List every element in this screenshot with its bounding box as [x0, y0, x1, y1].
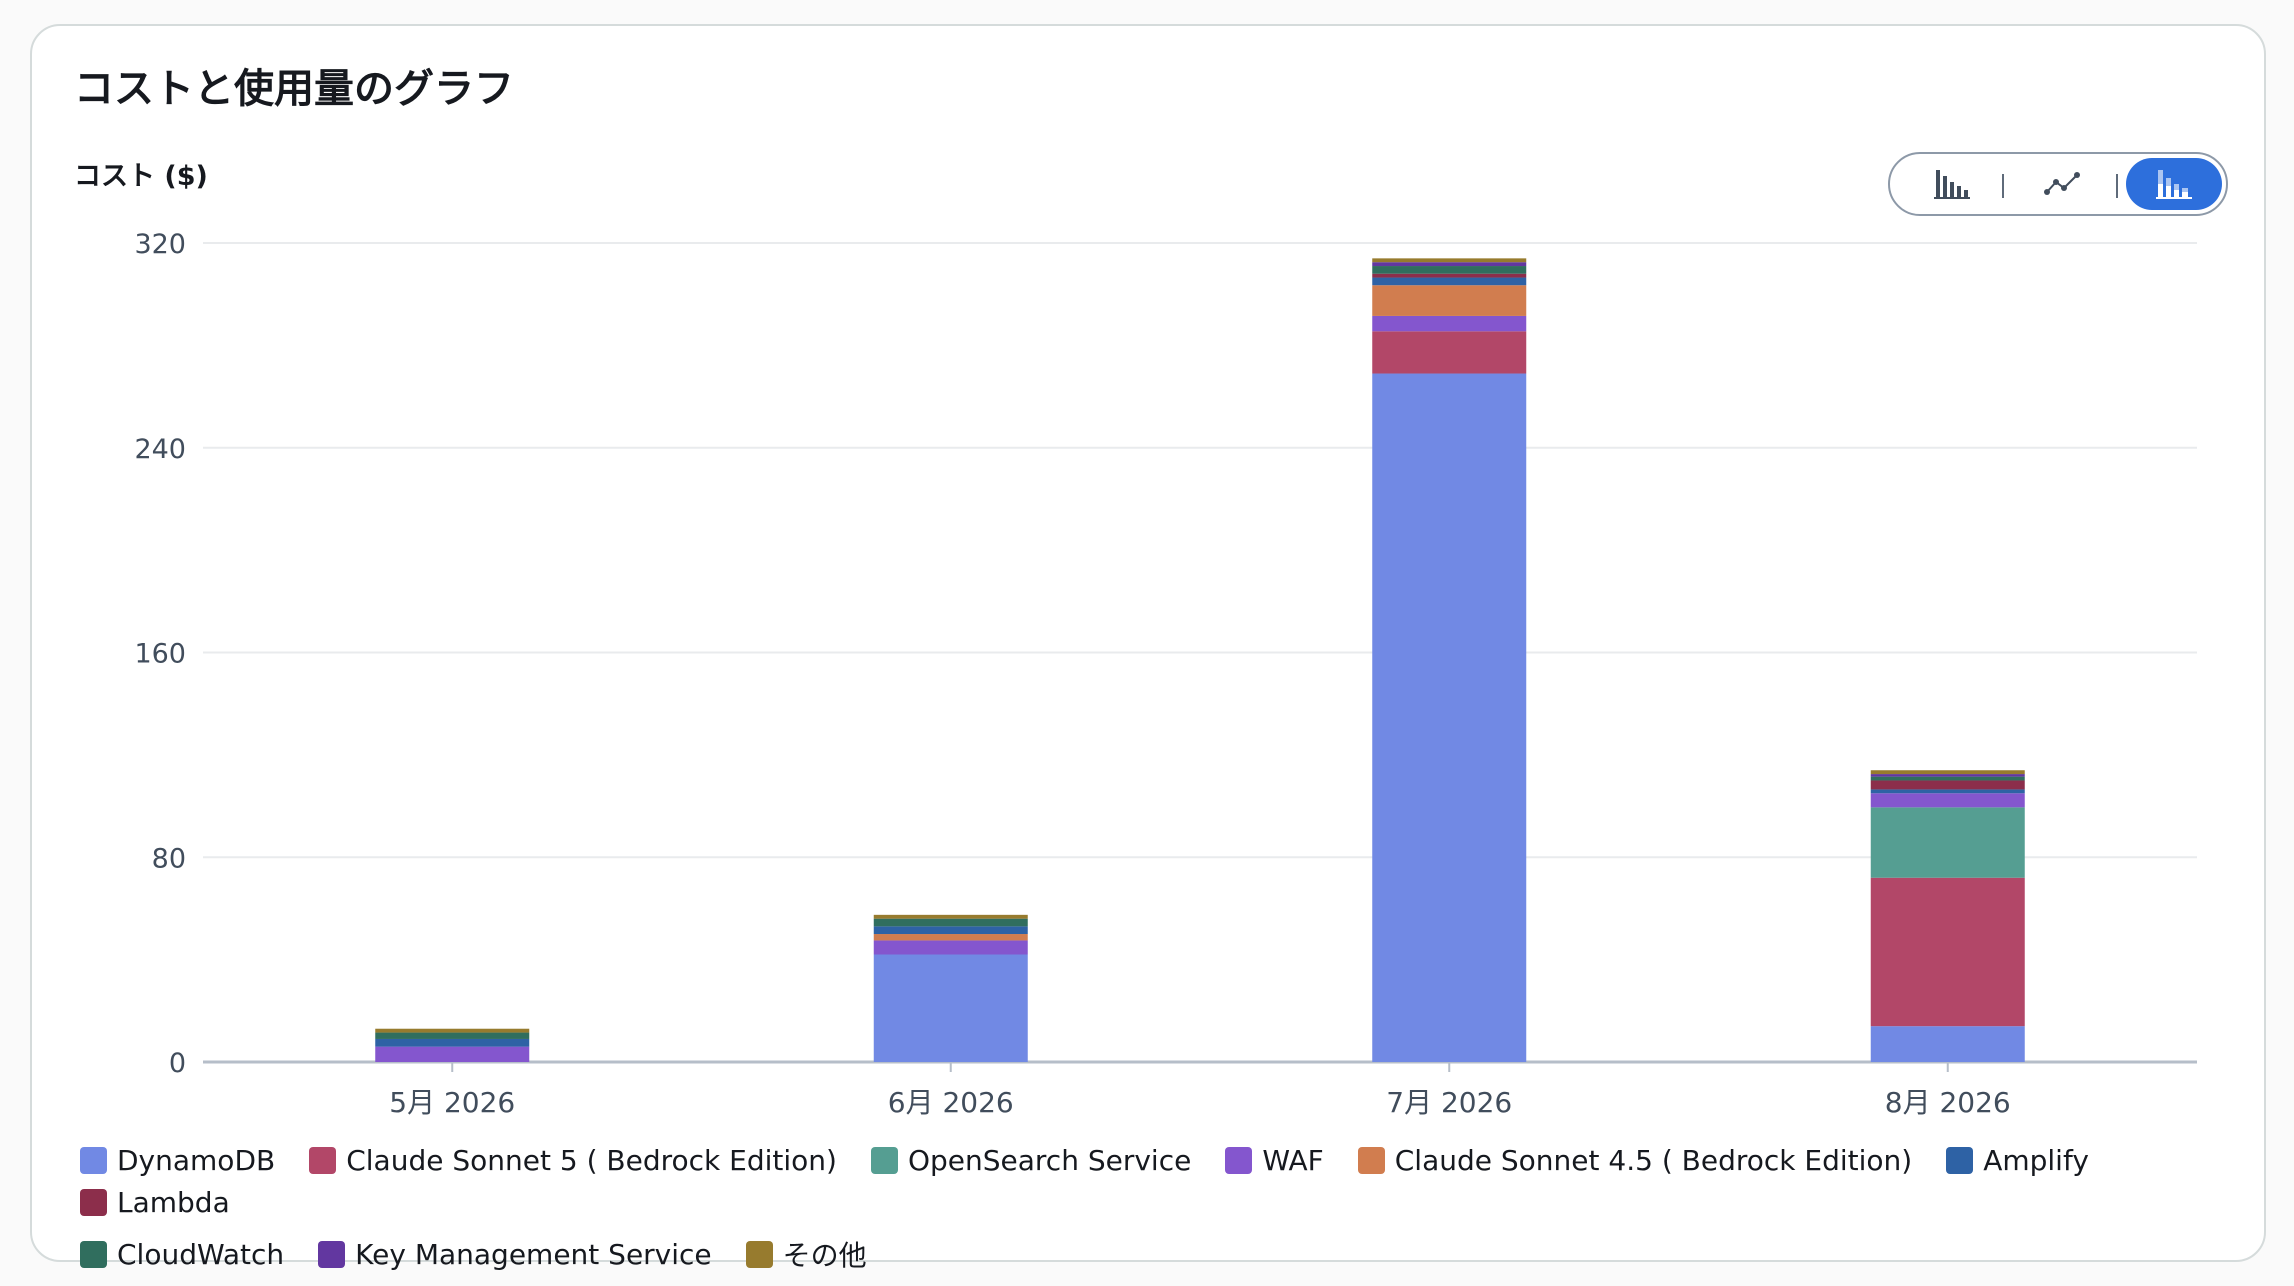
bar-segment [873, 940, 1028, 955]
bar-segment [1372, 285, 1527, 316]
legend-label: WAF [1262, 1143, 1324, 1177]
bar-segment [1870, 780, 2025, 790]
legend-swatch [80, 1240, 107, 1268]
legend-item[interactable]: その他 [745, 1238, 867, 1272]
chart-legend: DynamoDB Claude Sonnet 5 ( Bedrock Editio… [80, 1143, 2230, 1272]
legend-swatch [1357, 1146, 1385, 1174]
legend-label: DynamoDB [117, 1143, 276, 1177]
bar-segment [1870, 789, 2025, 794]
legend-swatch [80, 1146, 107, 1174]
stacked-bar-chart: 0 80 160 240 320 5月 2026 6月 2026 7月 2026 8月 2026 [134, 229, 2197, 1119]
toggle-separator [2116, 174, 2118, 198]
legend-label: OpenSearch Service [907, 1143, 1192, 1177]
bar-chart-icon [1934, 170, 1970, 199]
legend-item[interactable]: Key Management Service [318, 1237, 712, 1271]
legend-label: Claude Sonnet 5 ( Bedrock Edition) [346, 1143, 837, 1177]
bar-segment [873, 954, 1028, 1062]
bar-segment [1372, 273, 1527, 278]
legend-item[interactable]: OpenSearch Service [870, 1143, 1192, 1177]
cost-usage-card: コストと使用量のグラフ コスト ($) [30, 24, 2266, 1272]
legend-item[interactable]: Claude Sonnet 5 ( Bedrock Edition) [309, 1143, 837, 1177]
bar-segment [1870, 776, 2025, 781]
legend-item[interactable]: Claude Sonnet 4.5 ( Bedrock Edition) [1357, 1143, 1913, 1177]
legend-swatch [80, 1188, 107, 1216]
bar-segment [1870, 770, 2025, 775]
legend-item[interactable]: WAF [1225, 1143, 1324, 1177]
bar-segment [375, 1028, 530, 1033]
bar-segment [1372, 277, 1527, 286]
legend-label: CloudWatch [117, 1237, 285, 1271]
bar-segment [1870, 1026, 2025, 1062]
y-tick-label: 240 [134, 434, 186, 465]
x-tick-label: 8月 2026 [1885, 1086, 2011, 1119]
y-tick-label: 80 [152, 843, 186, 874]
line-chart-icon [2044, 172, 2080, 195]
bar-segment [1870, 807, 2025, 878]
legend-swatch [870, 1146, 898, 1174]
legend-swatch [745, 1240, 773, 1268]
bar-segment [1870, 774, 2025, 777]
chart-type-toggle [1888, 152, 2228, 216]
bar-segment [1372, 373, 1527, 1062]
y-tick-label: 160 [134, 639, 186, 670]
stacked-bar-chart-icon [2156, 170, 2192, 199]
legend-label: Lambda [117, 1185, 230, 1219]
bar-segment [1870, 793, 2025, 808]
bar-segment [375, 1032, 530, 1039]
bar-segment [1372, 258, 1527, 263]
legend-item[interactable]: DynamoDB [80, 1143, 276, 1177]
legend-swatch [309, 1146, 337, 1174]
bar-segment [1372, 262, 1527, 267]
legend-label: その他 [782, 1239, 867, 1272]
legend-swatch [1225, 1146, 1253, 1174]
x-tick-label: 7月 2026 [1386, 1086, 1512, 1119]
bar-segment [375, 1046, 530, 1062]
x-tick-label: 5月 2026 [389, 1086, 515, 1119]
legend-item[interactable]: Lambda [80, 1185, 230, 1219]
bar-segment [1372, 331, 1527, 374]
bar-segment [1870, 877, 2025, 1027]
y-axis-title: コスト ($) [74, 161, 208, 192]
legend-label: Amplify [1983, 1143, 2089, 1177]
bar-segment [1372, 266, 1527, 274]
line-chart-toggle[interactable] [2014, 158, 2110, 210]
legend-item[interactable]: Amplify [1946, 1143, 2089, 1177]
y-tick-label: 0 [169, 1048, 186, 1079]
card-title: コストと使用量のグラフ [74, 66, 514, 112]
legend-label: Key Management Service [355, 1237, 712, 1271]
bar-segment [375, 1038, 530, 1047]
bar-segment [873, 926, 1028, 935]
legend-label: Claude Sonnet 4.5 ( Bedrock Edition) [1394, 1143, 1913, 1177]
legend-swatch [318, 1240, 346, 1268]
bar-segment [873, 934, 1028, 941]
y-tick-label: 320 [134, 229, 186, 260]
bar-segment [1372, 315, 1527, 332]
bar-segment [873, 914, 1028, 919]
legend-item[interactable]: CloudWatch [80, 1237, 285, 1271]
bar-segment [873, 918, 1028, 927]
legend-swatch [1946, 1146, 1974, 1174]
x-tick-label: 6月 2026 [888, 1086, 1014, 1119]
toggle-separator [2002, 174, 2004, 198]
stacked-bar-chart-toggle[interactable] [2126, 158, 2222, 210]
bar-chart-toggle[interactable] [1904, 158, 2000, 210]
